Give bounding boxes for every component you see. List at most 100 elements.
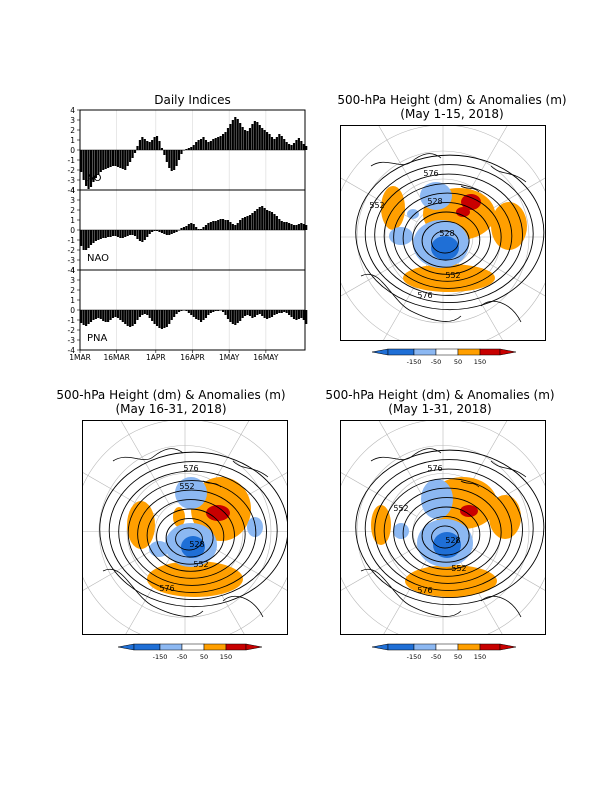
meridian-line <box>120 421 171 506</box>
y-tick-label: 0 <box>70 306 75 315</box>
coastline <box>360 273 462 322</box>
index-bar <box>133 150 137 153</box>
index-bar <box>292 143 296 150</box>
index-bar <box>185 149 188 150</box>
index-bar <box>239 310 242 321</box>
index-bar <box>209 310 212 313</box>
index-bar <box>165 310 168 327</box>
index-bar <box>295 140 298 150</box>
x-tick-label: 16MAY <box>253 353 279 362</box>
map2-title: 500-hPa Height (dm) & Anomalies (m) <box>56 388 286 402</box>
index-bar <box>173 150 176 170</box>
index-bar <box>266 210 269 230</box>
index-bar <box>292 310 296 319</box>
index-bar <box>197 310 200 320</box>
contour-label: 552 <box>445 271 460 280</box>
index-bar <box>104 230 107 238</box>
index-bar <box>131 150 134 158</box>
index-bar <box>141 137 144 150</box>
index-bar <box>204 225 208 230</box>
colorbar-label: -50 <box>177 653 188 661</box>
colorbar-label: 50 <box>454 358 462 366</box>
index-bar <box>190 310 193 315</box>
index-bar <box>253 310 256 317</box>
meridian-line <box>341 472 418 517</box>
index-bar <box>302 144 305 150</box>
index-bar <box>222 310 225 312</box>
index-bar <box>180 310 183 311</box>
y-tick-label: 4 <box>70 106 75 115</box>
index-bar <box>195 227 198 230</box>
colorbar-1: -150 -50 50 150 <box>371 348 517 366</box>
index-bar <box>222 134 225 150</box>
height-contour <box>431 230 459 254</box>
y-tick-label: 3 <box>70 196 75 205</box>
index-bar <box>82 310 85 325</box>
index-bar <box>151 310 154 321</box>
colorbar-segment <box>457 348 481 356</box>
index-bar <box>143 230 146 240</box>
index-bar <box>141 310 144 315</box>
index-bar <box>111 230 115 236</box>
index-bar <box>102 310 105 321</box>
index-bar <box>116 150 119 167</box>
height-contour <box>383 183 513 289</box>
colorbar-segment <box>479 643 501 651</box>
index-bar <box>153 310 156 324</box>
map-panel-may-1-31: 576 552 528 552 576 <box>340 420 546 635</box>
meridian-line <box>378 421 429 506</box>
index-bar <box>278 310 281 313</box>
colorbar-label: 50 <box>454 653 462 661</box>
meridian-line <box>378 126 429 212</box>
index-bar <box>136 146 139 150</box>
height-contour <box>421 221 470 261</box>
index-bar <box>153 137 156 150</box>
anomaly-shading <box>431 236 459 260</box>
index-bar <box>278 134 281 150</box>
y-tick-label: 1 <box>70 136 75 145</box>
anomaly-shading <box>460 505 478 517</box>
height-contour <box>431 525 459 549</box>
index-bar <box>202 137 205 150</box>
height-contour <box>146 499 235 572</box>
anomaly-shading <box>393 523 409 539</box>
index-bar <box>231 120 234 150</box>
index-bar <box>234 225 237 230</box>
anomaly-shading <box>206 505 230 521</box>
index-bar <box>160 148 164 150</box>
index-bar <box>136 230 139 239</box>
anomaly-shading <box>389 227 413 245</box>
anomaly-shading <box>405 565 497 597</box>
index-bar <box>87 230 90 248</box>
index-bar <box>300 141 303 150</box>
index-bar <box>202 227 205 230</box>
index-bar <box>234 117 237 150</box>
index-bar <box>99 310 102 319</box>
map-panel-may-16-31: 576 552 528 552 576 <box>82 420 288 635</box>
height-contour <box>393 192 502 282</box>
height-contour <box>108 461 278 601</box>
colorbar-segment <box>133 643 161 651</box>
index-bar <box>204 310 208 318</box>
index-bar <box>212 139 215 150</box>
index-bar <box>185 310 188 311</box>
index-bar <box>285 142 288 150</box>
index-bar <box>89 150 93 187</box>
colorbar-segment <box>159 643 183 651</box>
index-bar <box>141 230 144 242</box>
index-bar <box>155 310 159 326</box>
anomaly-shading <box>149 541 169 557</box>
index-bar <box>192 224 195 230</box>
colorbar-segment <box>225 643 247 651</box>
index-bar <box>283 310 286 312</box>
colorbar-segment <box>413 348 437 356</box>
anomaly-shading <box>407 209 419 219</box>
y-tick-label: -2 <box>68 246 76 255</box>
index-bar <box>305 310 308 324</box>
y-tick-label: -4 <box>68 346 76 355</box>
index-bar <box>170 310 173 320</box>
height-contour <box>412 211 481 268</box>
index-bar <box>129 230 132 235</box>
